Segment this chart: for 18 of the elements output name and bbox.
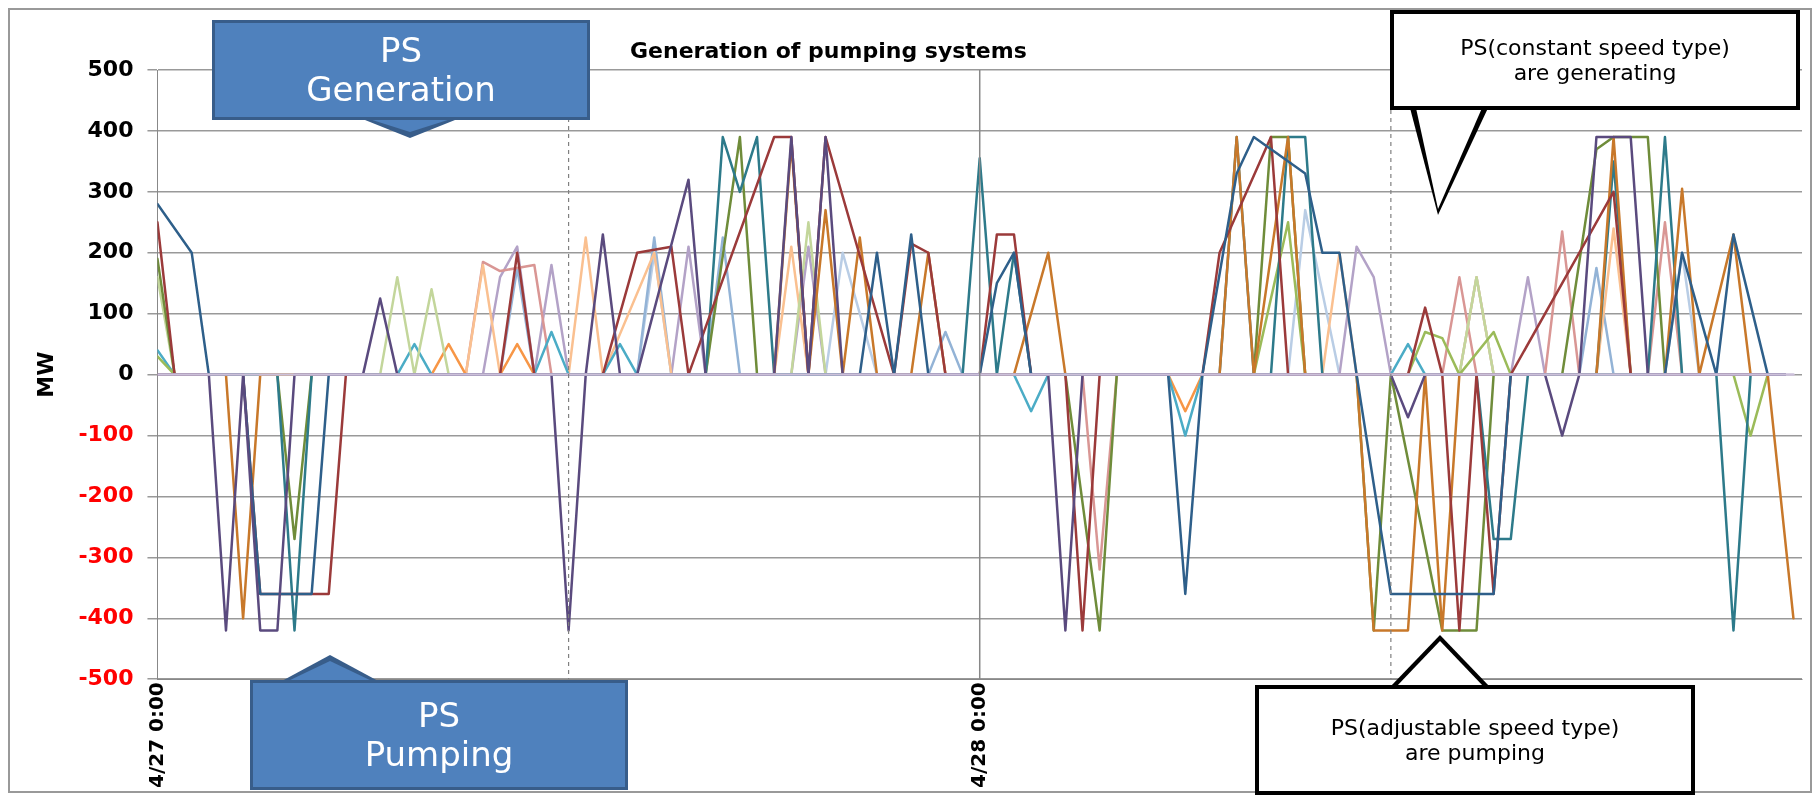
y-tick-label: -400 xyxy=(78,604,134,630)
chart-title: Generation of pumping systems xyxy=(630,38,1027,63)
y-tick-label: 300 xyxy=(87,177,134,203)
speech-bubble: PS(constant speed type) are generating xyxy=(1390,10,1800,219)
y-tick-label: -100 xyxy=(78,421,134,447)
x-tick-label: 4/27 0:00 xyxy=(143,682,168,788)
x-tick-label: 4/28 0:00 xyxy=(965,682,990,788)
y-tick-label: -200 xyxy=(78,482,134,508)
y-tick-label: -500 xyxy=(78,664,134,690)
annotation: PS Generation xyxy=(212,20,590,120)
y-tick-label: -300 xyxy=(78,543,134,569)
annotation: PS(constant speed type) are generating xyxy=(1390,10,1800,110)
y-tick-label: 500 xyxy=(87,55,134,81)
y-tick-label: 200 xyxy=(87,238,134,264)
y-tick-label: 100 xyxy=(87,299,134,325)
y-axis-title: MW xyxy=(32,351,58,398)
y-tick-label: 400 xyxy=(87,116,134,142)
y-tick-label: 0 xyxy=(118,360,134,386)
